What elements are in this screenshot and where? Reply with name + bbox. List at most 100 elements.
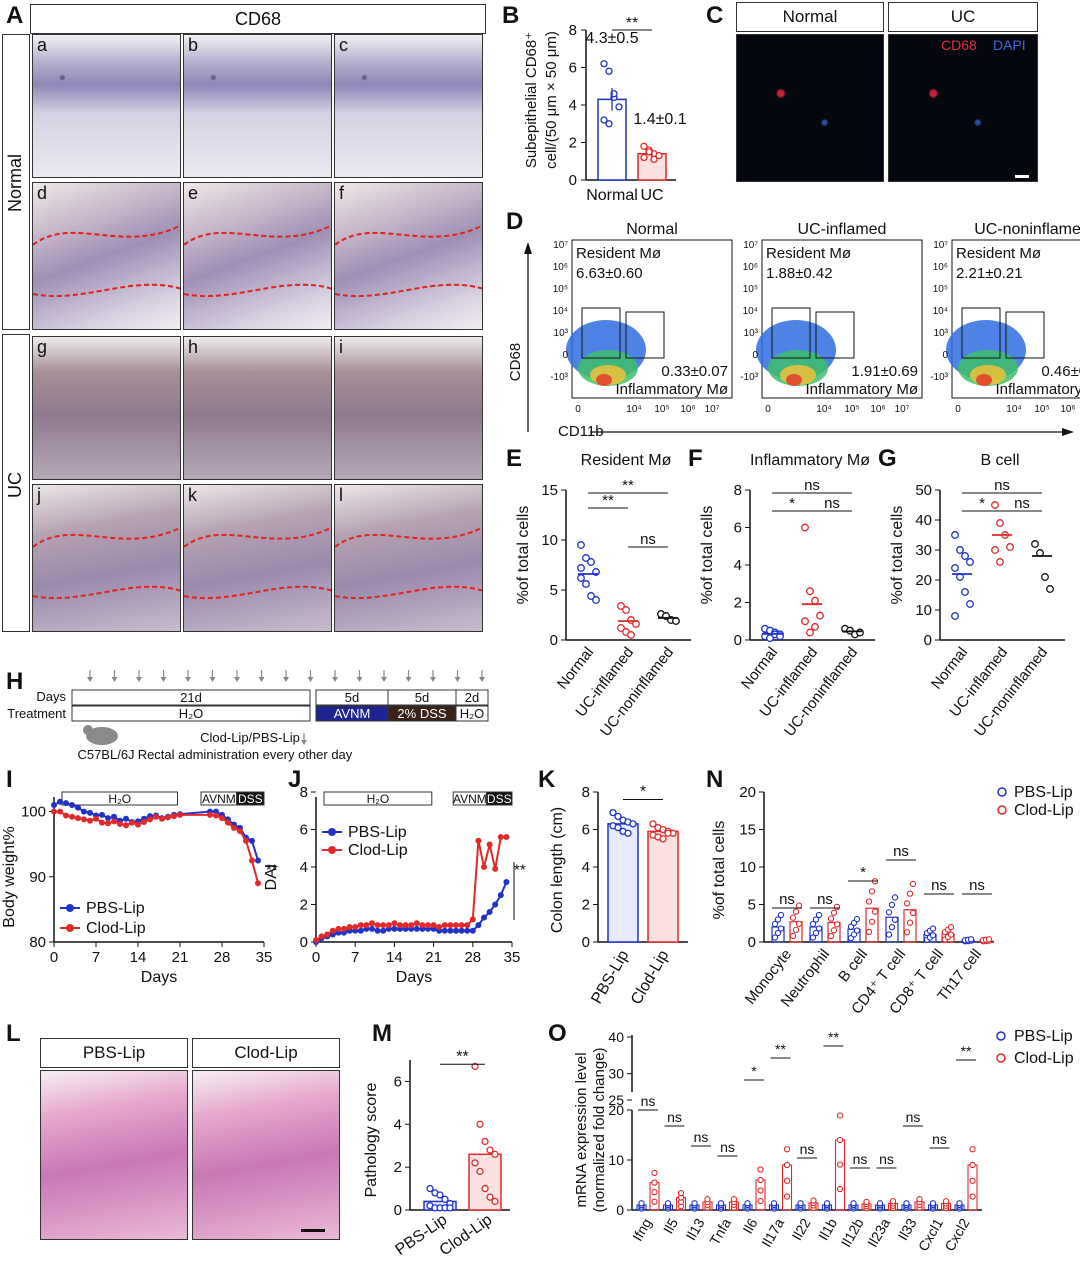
ihc-tile-b: b: [183, 34, 332, 178]
data-point: [863, 1198, 870, 1206]
series-point: [352, 924, 359, 930]
panel-g-letter: G: [878, 445, 897, 472]
series-point: [87, 817, 93, 824]
tile-letter: g: [37, 337, 48, 357]
y-tick-label: 20: [915, 572, 932, 589]
gate-resident: [961, 307, 1001, 359]
x-axis-label: Days: [141, 969, 177, 986]
panel-d-flow: CD68 CD11b Normal Resident Mø 6.63±0.60 0.33±…: [507, 221, 1080, 438]
data-point: [830, 909, 838, 916]
bar-Clod-Lip: [789, 921, 803, 943]
gate-resident: [771, 307, 811, 359]
y-tick-label: 8: [300, 784, 308, 801]
x-tick-label: 35: [504, 949, 521, 966]
legend-marker: [996, 1031, 1006, 1041]
data-point: [969, 1177, 976, 1184]
data-point: [441, 1195, 449, 1203]
x-label-2: UC-noninflamed: [971, 644, 1051, 740]
dashed-boundary: [335, 224, 482, 246]
data-point: [871, 908, 879, 915]
data-point: [833, 903, 841, 911]
data-point: [629, 820, 637, 828]
data-point: [717, 1200, 725, 1207]
x-label-0: Ifng: [629, 1216, 655, 1244]
flow-title-0: Normal: [626, 221, 678, 238]
data-point: [836, 1185, 844, 1193]
series-point: [464, 922, 471, 929]
h2o-end-box: [455, 705, 489, 722]
data-point: [1041, 573, 1049, 581]
series-point: [318, 933, 325, 940]
series-point: [324, 931, 331, 938]
dose-arrowhead: [185, 677, 191, 682]
data-point: [888, 923, 896, 931]
y-tick-label: 5: [550, 582, 558, 599]
series-point: [213, 812, 219, 819]
h2o-box: [71, 705, 311, 722]
data-point: [436, 1191, 444, 1199]
y-axis-label: %of total cells: [711, 821, 728, 920]
data-point: [426, 1184, 434, 1193]
series-point: [105, 820, 111, 827]
y-tick-label: 90: [29, 869, 46, 886]
data-point: [903, 1200, 910, 1207]
series-point: [111, 818, 117, 825]
data-point: [827, 932, 835, 940]
panel-F-title: Inflammatory Mø: [750, 452, 870, 469]
series-point: [51, 802, 57, 809]
dss-bar-text: DSS: [238, 792, 263, 806]
he-image-pbs: [40, 1070, 188, 1240]
data-point: [476, 1120, 484, 1128]
h2o-text: H₂O: [179, 706, 204, 721]
series-point: [57, 798, 63, 805]
data-point: [836, 1136, 844, 1144]
series-point: [486, 841, 493, 848]
y-axis-label-1: mRNA expression level: [573, 1052, 590, 1207]
legend-label-1: Clod-Lip: [86, 920, 146, 937]
sig-label: *: [979, 495, 985, 512]
days-21-text: 21d: [180, 690, 202, 705]
series-point: [469, 916, 476, 923]
y-tick-label: 0: [550, 632, 558, 649]
dose-arrowhead: [258, 677, 265, 682]
y-tick-label: 2: [582, 897, 590, 914]
sig-label: ns: [640, 531, 656, 548]
y-tick-label: 100: [21, 804, 46, 821]
series-point: [75, 815, 81, 822]
data-point: [757, 1187, 764, 1194]
series-point: [329, 927, 336, 934]
data-point: [815, 925, 823, 932]
data-point: [638, 1200, 645, 1207]
treatment-label: Treatment: [7, 706, 66, 721]
y-tick-label: 2: [569, 135, 577, 152]
series-point: [397, 922, 403, 929]
legend-label-0: PBS-Lip: [1014, 784, 1073, 801]
data-point: [486, 1146, 494, 1154]
legend-marker: [328, 828, 336, 836]
data-point: [969, 1193, 976, 1200]
bar-PBS-Lip: [885, 916, 899, 943]
x-axis-label: Days: [396, 969, 432, 986]
data-point: [906, 919, 914, 926]
dose-arrowhead: [381, 677, 387, 682]
y-tick-label: 0: [734, 632, 742, 649]
legend-marker: [66, 904, 74, 912]
data-point: [600, 116, 608, 124]
panel-f-letter: F: [688, 445, 703, 472]
tile-letter: l: [339, 485, 343, 505]
flow-y-tick: 10⁶: [553, 262, 568, 273]
ihc-tile-a: a: [32, 34, 181, 178]
sig-label: **: [828, 1029, 839, 1045]
data-point: [664, 1200, 672, 1207]
y-axis-label: %of total cells: [889, 506, 906, 605]
data-point: [909, 909, 917, 917]
data-point: [996, 558, 1004, 566]
series-point: [81, 808, 87, 815]
tile-letter: k: [188, 485, 197, 505]
data-point: [600, 60, 608, 68]
sig-label: ns: [667, 1109, 682, 1125]
data-point: [651, 1179, 658, 1186]
sig-label: **: [514, 862, 526, 879]
data-point: [797, 1200, 804, 1207]
